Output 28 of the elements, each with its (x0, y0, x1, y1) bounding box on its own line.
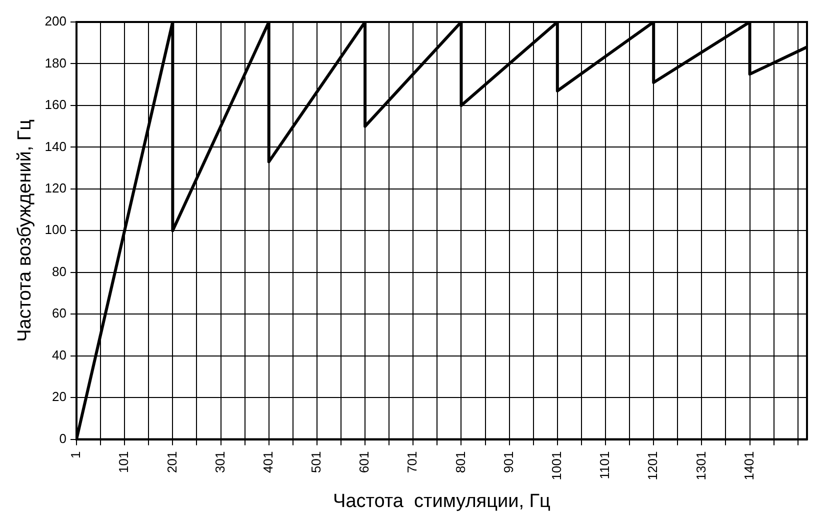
y-tick-label: 140 (44, 138, 66, 154)
x-tick-label: 1301 (693, 451, 708, 480)
y-tick-label: 60 (52, 306, 66, 321)
x-tick-label: 801 (452, 451, 468, 473)
y-tick-label: 180 (44, 55, 66, 70)
y-tick-label: 160 (44, 97, 66, 112)
y-tick-label: 80 (52, 264, 66, 279)
y-tick-label: 20 (52, 389, 66, 404)
y-tick-label: 100 (44, 222, 66, 238)
y-tick-label: 200 (44, 14, 66, 29)
x-tick-label: 401 (260, 451, 276, 473)
x-axis-title: Частота стимуляции, Гц (333, 490, 551, 512)
x-tick-label: 301 (212, 451, 228, 473)
x-tick-label: 1001 (548, 451, 564, 480)
x-tick-label: 1201 (645, 451, 660, 480)
x-tick-label: 101 (116, 451, 132, 473)
y-tick-label: 120 (44, 180, 66, 196)
x-tick-label: 1 (68, 451, 84, 459)
y-tick-label: 40 (52, 347, 66, 362)
x-tick-label: 1101 (597, 451, 612, 480)
x-tick-label: 1401 (741, 451, 756, 480)
x-tick-label: 901 (500, 451, 516, 473)
y-axis-title: Частота возбуждений, Гц (14, 119, 36, 342)
x-tick-label: 701 (404, 451, 420, 473)
x-tick-label: 501 (308, 451, 324, 473)
x-tick-label: 201 (164, 451, 180, 473)
x-tick-label: 601 (356, 451, 372, 473)
y-tick-label: 0 (59, 430, 66, 446)
